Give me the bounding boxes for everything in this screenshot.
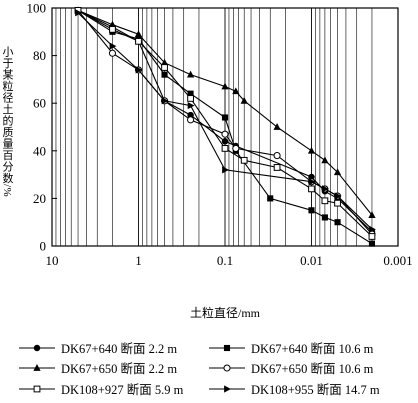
- series-2: [74, 7, 376, 247]
- data-point: [221, 82, 229, 90]
- data-point: [321, 214, 328, 221]
- data-point: [321, 197, 329, 205]
- y-axis-label-wrap: 小于某粒径土的质量百分数/%: [0, 8, 14, 236]
- data-point: [267, 195, 274, 202]
- series-6: [75, 9, 376, 233]
- y-tick-label: 20: [33, 191, 46, 206]
- data-point: [109, 26, 116, 33]
- x-tick-label: 10: [46, 253, 59, 268]
- legend-swatch: [209, 344, 245, 351]
- data-point: [321, 156, 329, 164]
- data-point: [221, 145, 229, 152]
- legend-item: DK67+640 断面 10.6 m: [208, 338, 373, 357]
- data-point: [232, 87, 240, 95]
- x-axis-label: 土粒直径/mm: [189, 306, 260, 320]
- data-point: [134, 30, 143, 38]
- data-point: [307, 146, 316, 154]
- data-point: [222, 166, 229, 174]
- data-point: [322, 185, 329, 193]
- legend-swatch: [19, 344, 55, 351]
- y-axis-label: 小于某粒径土的质量百分数/%: [1, 46, 13, 198]
- data-point: [273, 152, 281, 160]
- data-point: [368, 240, 376, 247]
- axes: 0 20 40 60 80 100 10 1 0.1 0.01 0.001: [27, 1, 413, 269]
- data-point: [308, 207, 315, 214]
- plot-frame: [51, 7, 399, 247]
- series-line: [77, 12, 373, 230]
- legend-item: DK67+650 断面 10.6 m: [208, 358, 373, 377]
- data-point: [109, 42, 117, 50]
- data-point: [273, 164, 281, 171]
- legend-swatch: [19, 385, 55, 392]
- data-point: [221, 114, 229, 121]
- data-point: [187, 90, 194, 97]
- data-point: [187, 95, 194, 102]
- data-point: [221, 130, 229, 138]
- legend-item: DK67+650 断面 2.2 m: [18, 358, 177, 377]
- legend-label: DK67+640 断面 2.2 m: [61, 342, 178, 356]
- y-tick-label: 0: [40, 239, 47, 254]
- data-point: [108, 49, 117, 57]
- data-point: [161, 64, 168, 71]
- data-point: [273, 123, 281, 130]
- data-point: [333, 168, 342, 176]
- data-point: [160, 58, 169, 66]
- legend-item: DK67+640 断面 2.2 m: [18, 338, 177, 357]
- y-tick-label: 100: [27, 1, 47, 16]
- series-group: [74, 6, 376, 247]
- data-point: [135, 66, 143, 74]
- legend-label: DK67+640 断面 10.6 m: [251, 342, 374, 356]
- x-tick-label: 0.001: [383, 253, 412, 268]
- data-point: [232, 144, 240, 152]
- x-tick-label: 0.01: [300, 253, 323, 268]
- data-point: [334, 199, 341, 207]
- y-tick-label: 80: [33, 48, 46, 63]
- legend-label: DK108+927 断面 5.9 m: [61, 383, 184, 397]
- data-point: [308, 185, 315, 193]
- grid: [51, 8, 399, 246]
- data-point: [334, 219, 341, 226]
- data-point: [161, 71, 168, 78]
- data-point: [369, 225, 376, 233]
- legend-item: DK108+955 断面 14.7 m: [208, 379, 380, 398]
- data-point: [135, 37, 142, 45]
- data-point: [308, 178, 316, 186]
- data-point: [221, 138, 229, 145]
- data-point: [368, 233, 376, 240]
- data-point: [108, 20, 117, 28]
- series-3: [74, 6, 376, 218]
- data-point: [368, 211, 376, 218]
- legend-swatch: [19, 363, 55, 371]
- data-point: [161, 97, 169, 105]
- legend-label: DK67+650 断面 10.6 m: [251, 362, 374, 376]
- legend-swatch: [209, 363, 245, 372]
- y-tick-label: 40: [33, 143, 46, 158]
- data-point: [186, 70, 195, 78]
- data-point: [334, 192, 342, 200]
- legend-label: DK108+955 断面 14.7 m: [251, 383, 380, 397]
- y-tick-label: 60: [33, 96, 46, 111]
- legend-swatch: [209, 384, 245, 393]
- legend-item: DK108+927 断面 5.9 m: [18, 379, 183, 398]
- data-point: [75, 9, 82, 17]
- x-tick-label: 0.1: [217, 253, 233, 268]
- data-point: [187, 116, 195, 124]
- data-point: [240, 156, 248, 164]
- x-tick-label: 1: [135, 253, 142, 268]
- legend-label: DK67+650 断面 2.2 m: [61, 362, 178, 376]
- data-point: [187, 101, 195, 110]
- data-point: [240, 96, 248, 104]
